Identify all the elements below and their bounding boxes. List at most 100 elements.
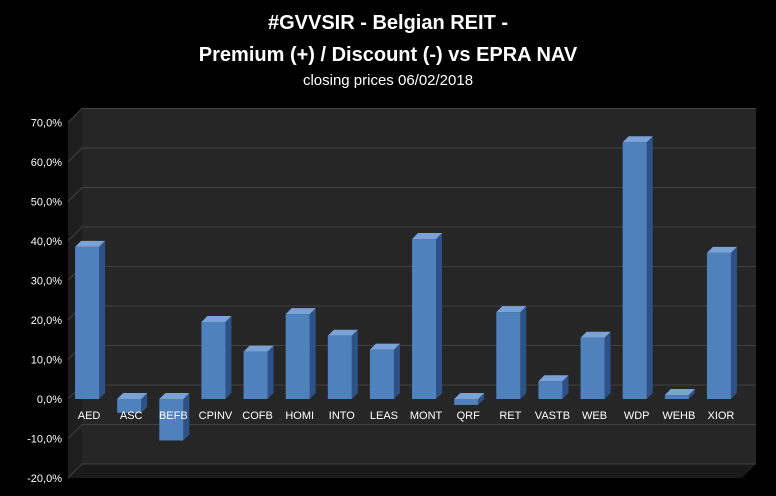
bar-top [243, 345, 274, 352]
bar [412, 233, 443, 399]
bar [538, 375, 569, 399]
bar-side [225, 315, 232, 399]
x-tick-label: CPINV [199, 410, 233, 422]
x-tick-label: QRF [457, 410, 481, 422]
bar-front [664, 395, 689, 399]
bar-front [454, 399, 479, 405]
chart-subtitle: Premium (+) / Discount (-) vs EPRA NAV [198, 44, 578, 66]
y-tick-label: 30,0% [31, 276, 62, 288]
bar-front [117, 399, 142, 413]
x-tick-label: HOMI [285, 410, 314, 422]
y-tick-label: 10,0% [31, 355, 62, 367]
chart-floor [68, 464, 756, 478]
bar-front [369, 349, 394, 399]
bar-top [75, 240, 106, 247]
bar-front [706, 252, 731, 399]
bar-front [496, 312, 521, 399]
bar [622, 136, 653, 399]
y-tick-label: 20,0% [31, 315, 62, 327]
bar-top [327, 329, 358, 336]
bar [369, 343, 400, 399]
bar-front [327, 335, 352, 399]
x-tick-label: XIOR [707, 410, 734, 422]
bar [580, 331, 611, 399]
x-tick-label: WEHB [662, 410, 695, 422]
bar-top [412, 233, 443, 240]
bar-front [159, 399, 184, 441]
chart-caption: closing prices 06/02/2018 [302, 72, 474, 89]
bar-side [99, 240, 106, 399]
bar-top [369, 343, 400, 350]
x-tick-label: INTO [329, 410, 356, 422]
bar-top [159, 393, 190, 399]
bar-side [478, 393, 485, 405]
gridline [67, 226, 756, 242]
bar-side [730, 246, 737, 399]
gridline [67, 187, 756, 202]
bar-front [538, 381, 563, 399]
x-tick-label: WDP [624, 410, 650, 422]
bar [664, 389, 695, 399]
bar-top [580, 331, 611, 338]
x-tick-label: ASC [120, 410, 143, 422]
bar-top [117, 393, 148, 399]
x-tick-label: LEAS [370, 410, 398, 422]
bar [285, 308, 316, 399]
x-tick-label: BEFB [159, 410, 188, 422]
bar-front [580, 337, 605, 399]
y-tick-label: -20,0% [27, 473, 62, 485]
bar [496, 306, 527, 399]
bar-side [688, 389, 695, 399]
bar-side [183, 393, 190, 441]
bar-top [622, 136, 653, 143]
bar-side [562, 375, 569, 399]
bar-front [412, 239, 437, 399]
y-tick-label: 0,0% [37, 394, 62, 406]
bar-side [604, 331, 611, 399]
bar [454, 393, 485, 405]
bar [117, 393, 148, 413]
x-tick-label: MONT [410, 410, 443, 422]
bar-top [538, 375, 569, 382]
bar-side [141, 393, 148, 413]
y-tick-label: 60,0% [31, 157, 62, 169]
bar-top [454, 393, 485, 399]
bar [706, 246, 737, 399]
bar [243, 345, 274, 399]
x-tick-label: COFB [242, 410, 273, 422]
bar-top [285, 308, 316, 315]
bar-top [706, 246, 737, 253]
bar-side [520, 306, 527, 399]
gridline [67, 147, 756, 163]
y-tick-label: 50,0% [31, 197, 62, 209]
bar-side [436, 233, 443, 399]
x-tick-label: AED [78, 410, 101, 422]
bar-side [393, 343, 400, 399]
bar [159, 393, 190, 441]
bar-front [75, 246, 100, 399]
bar-side [309, 308, 316, 399]
y-tick-label: -10,0% [27, 434, 62, 446]
x-tick-label: WEB [582, 410, 607, 422]
bar-side [351, 329, 358, 399]
y-tick-label: 40,0% [31, 236, 62, 248]
bar [201, 315, 232, 399]
x-tick-label: RET [499, 410, 521, 422]
bar-side [646, 136, 653, 399]
bar-front [243, 351, 268, 399]
bar [75, 240, 106, 399]
gridline [67, 424, 756, 439]
chart-title: #GVVSIR - Belgian REIT - [267, 12, 509, 34]
bar-top [664, 389, 695, 396]
x-tick-label: VASTB [535, 410, 570, 422]
bar-top [496, 306, 527, 313]
gridline [67, 463, 756, 479]
bar-side [267, 345, 274, 399]
gridline [67, 108, 756, 123]
bar-front [622, 142, 647, 399]
y-tick-label: 70,0% [31, 118, 62, 130]
bar-top [201, 315, 232, 322]
bar [327, 329, 358, 399]
bar-front [201, 321, 226, 399]
